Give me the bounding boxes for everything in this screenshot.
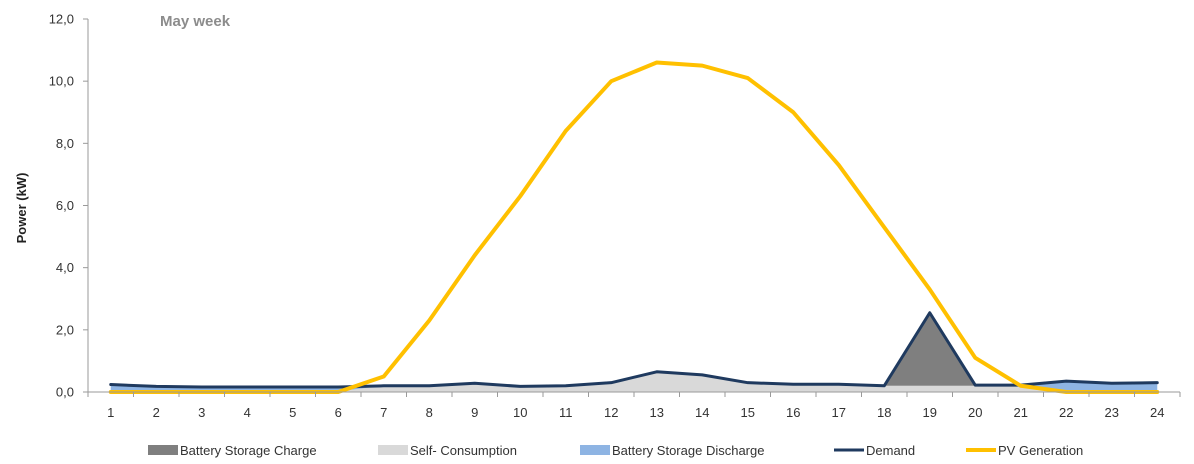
line-demand [109,311,1159,389]
legend-item-self-consumption: Self- Consumption [378,443,517,458]
y-axis-label: Power (kW) [14,173,29,244]
legend-item-battery-storage-charge: Battery Storage Charge [148,443,317,458]
line-series-group [108,60,1160,394]
y-tick-label: 8,0 [56,136,74,151]
chart-title: May week [160,13,231,30]
axes-group: 0,02,04,06,08,010,012,01 2 3 4 5 6 7 8 9 10 11 12 13… [49,12,1181,420]
y-tick-label: 0,0 [56,385,74,400]
legend-item-pv-generation: PV Generation [966,443,1083,458]
x-tick-label: 2 [153,405,160,420]
x-tick-label: 14 [695,405,709,420]
x-tick-label: 24 [1150,405,1164,420]
y-tick-label: 2,0 [56,322,74,337]
x-tick-label: 11 [559,405,573,420]
x-tick-label: 9 [471,405,478,420]
x-tick-label: 21 [1014,405,1028,420]
area-series-group [110,312,1158,392]
legend-label: PV Generation [998,443,1083,458]
legend-item-battery-storage-discharge: Battery Storage Discharge [580,443,764,458]
x-tick-label: 6 [335,405,342,420]
x-tick-label: 23 [1105,405,1119,420]
x-tick-label: 4 [244,405,251,420]
y-tick-label: 4,0 [56,260,74,275]
x-tick-label: 18 [877,405,891,420]
y-tick-label: 10,0 [49,74,74,89]
x-tick-label: 3 [198,405,205,420]
y-tick-label: 6,0 [56,198,74,213]
x-tick-label: 12 [604,405,618,420]
legend: Battery Storage Charge Self- Consumption B… [148,443,1083,458]
x-tick-label: 15 [741,405,755,420]
legend-label: Self- Consumption [410,443,517,458]
legend-label: Battery Storage Charge [180,443,317,458]
legend-swatch [580,445,610,455]
x-tick-label: 19 [923,405,937,420]
legend-swatch [378,445,408,455]
legend-item-demand: Demand [834,443,915,458]
x-tick-label: 16 [786,405,800,420]
x-tick-label: 22 [1059,405,1073,420]
area-self-consumption [110,371,1158,392]
x-tick-label: 7 [380,405,387,420]
legend-label: Battery Storage Discharge [612,443,764,458]
x-tick-label: 17 [832,405,846,420]
x-tick-label: 20 [968,405,982,420]
y-tick-label: 12,0 [49,12,74,27]
line-pv-generation [108,60,1160,394]
x-tick-label: 5 [289,405,296,420]
legend-swatch [148,445,178,455]
legend-label: Demand [866,443,915,458]
x-tick-label: 13 [650,405,664,420]
x-tick-label: 1 [107,405,114,420]
x-tick-label: 8 [426,405,433,420]
x-tick-label: 10 [513,405,527,420]
